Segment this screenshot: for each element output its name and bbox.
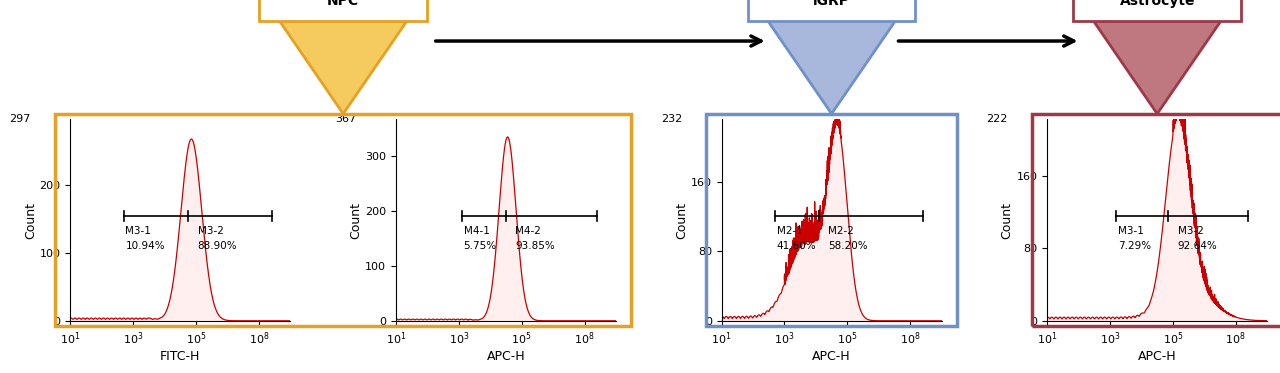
Y-axis label: Count: Count	[349, 201, 362, 239]
Text: 10.94%: 10.94%	[125, 241, 165, 251]
Text: NPC: NPC	[328, 0, 360, 8]
Text: M3-1: M3-1	[125, 226, 151, 236]
Text: 92.64%: 92.64%	[1178, 241, 1217, 251]
Text: 58.20%: 58.20%	[828, 241, 868, 251]
X-axis label: FITC-H: FITC-H	[160, 350, 201, 363]
Text: M3-1: M3-1	[1117, 226, 1144, 236]
Text: 93.85%: 93.85%	[516, 241, 556, 251]
Text: M3-2: M3-2	[197, 226, 224, 236]
Text: M3-2: M3-2	[1178, 226, 1203, 236]
Y-axis label: Count: Count	[675, 201, 689, 239]
X-axis label: APC-H: APC-H	[1138, 350, 1176, 363]
Text: M2-1: M2-1	[777, 226, 803, 236]
X-axis label: APC-H: APC-H	[813, 350, 851, 363]
Text: 5.75%: 5.75%	[463, 241, 497, 251]
Y-axis label: Count: Count	[24, 201, 37, 239]
Text: M4-2: M4-2	[516, 226, 541, 236]
Text: 297: 297	[9, 115, 31, 124]
Text: iGRP: iGRP	[813, 0, 850, 8]
Text: 222: 222	[986, 115, 1007, 124]
Text: Astrocyte: Astrocyte	[1120, 0, 1196, 8]
X-axis label: APC-H: APC-H	[486, 350, 525, 363]
Text: 232: 232	[660, 115, 682, 124]
Text: 367: 367	[335, 115, 356, 124]
Y-axis label: Count: Count	[1001, 201, 1014, 239]
Text: M4-1: M4-1	[463, 226, 489, 236]
Text: 7.29%: 7.29%	[1117, 241, 1151, 251]
Text: 41.60%: 41.60%	[777, 241, 817, 251]
Text: M2-2: M2-2	[828, 226, 854, 236]
Text: 88.90%: 88.90%	[197, 241, 237, 251]
